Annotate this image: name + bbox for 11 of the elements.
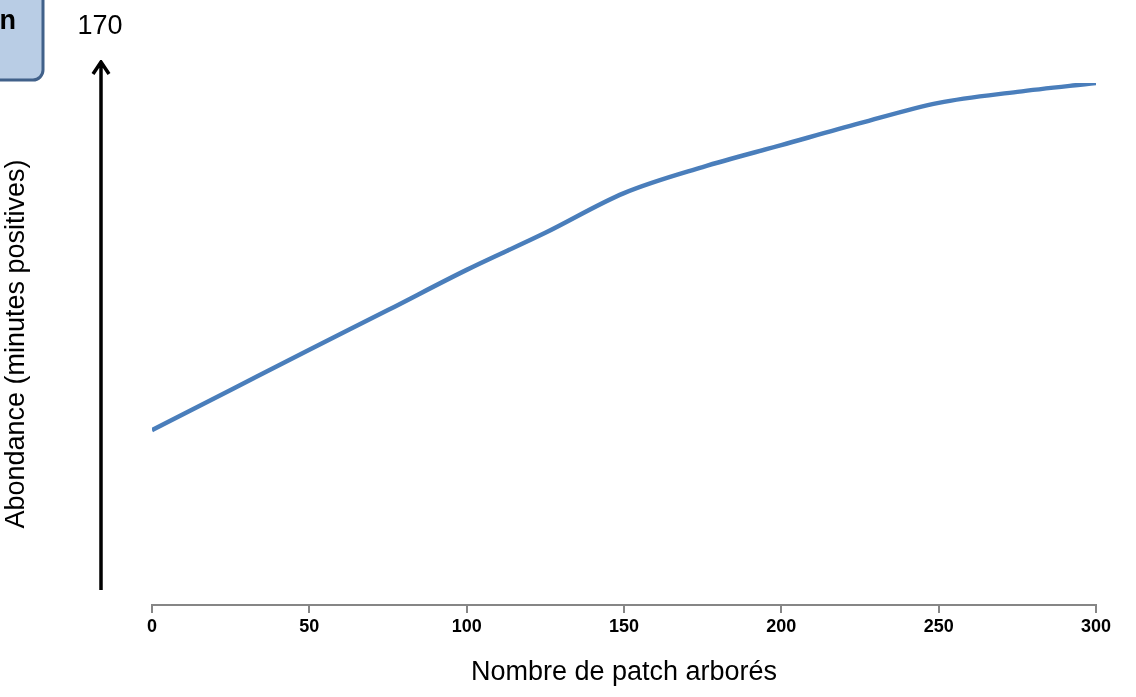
x-tick-label: 150 — [608, 615, 640, 636]
text: n — [0, 5, 16, 36]
x-tick-label: 250 — [923, 615, 954, 636]
text: 170 — [77, 10, 123, 41]
x-axis-title: Nombre de patch arborés — [470, 656, 778, 687]
y-axis-title: Abondance (minutes positives) — [0, 159, 30, 529]
x-tick-label: 200 — [766, 615, 797, 636]
x-tick-label: 50 — [299, 615, 320, 636]
x-tick-label: 300 — [1080, 615, 1112, 636]
x-tick-label: 100 — [451, 615, 482, 636]
x-tick-label: 0 — [146, 615, 158, 636]
